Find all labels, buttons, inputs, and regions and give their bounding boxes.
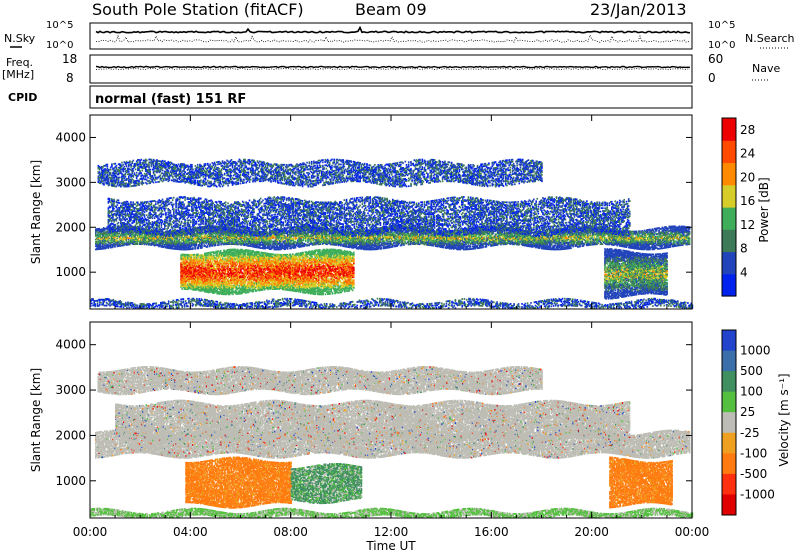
nave-tick-bottom: 0: [708, 71, 716, 85]
noise-right-tick-bottom: 10^0: [708, 40, 735, 51]
date-title: 23/Jan/2013: [590, 0, 687, 19]
cpid-panel: CPID normal (fast) 151 RF: [8, 86, 692, 108]
heatmap-cell: [127, 235, 129, 237]
heatmap-cell: [201, 235, 203, 237]
beam-title: Beam 09: [355, 0, 427, 19]
heatmap-cell: [123, 241, 125, 243]
noise-left-tick-top: 10^5: [46, 20, 73, 31]
noise-left-tick-bottom: 10^0: [46, 40, 73, 51]
nave-trace: [96, 68, 690, 69]
cpid-text: normal (fast) 151 RF: [95, 92, 246, 107]
nsearch-label: N.Search: [745, 32, 795, 45]
nsky-label: N.Sky: [4, 32, 36, 45]
freq-trace: [96, 66, 690, 67]
heatmap-cell: [137, 242, 139, 244]
power-heatmap: [90, 159, 693, 310]
nsky-trace: [96, 28, 690, 33]
station-title: South Pole Station (fitACF): [92, 0, 304, 19]
noise-right-tick-top: 10^5: [708, 20, 735, 31]
noise-panel: N.Sky 10^5 10^0 10^5 10^0 N.Search: [4, 20, 795, 51]
heatmap-cell: [221, 240, 223, 242]
nave-label: Nave: [752, 62, 780, 75]
freq-tick-top: 18: [62, 52, 77, 66]
freq-label-line2: [MHz]: [2, 68, 34, 81]
heatmap-cell: [192, 247, 194, 249]
cpid-label: CPID: [8, 91, 37, 104]
heatmap-cell: [236, 242, 238, 244]
freq-tick-bottom: 8: [66, 71, 74, 85]
nsearch-trace: [96, 35, 690, 42]
nave-tick-top: 60: [708, 52, 723, 66]
noise-panel-frame: [90, 23, 692, 49]
freq-panel: Freq. [MHz] 18 8 60 0 Nave: [2, 52, 780, 85]
